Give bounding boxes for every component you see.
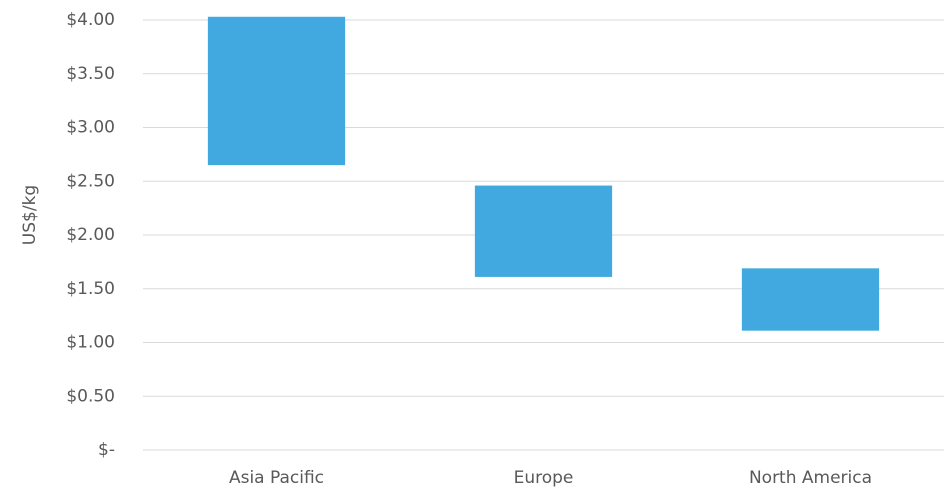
x-tick-label: North America	[749, 468, 872, 488]
bar	[207, 16, 346, 166]
y-tick-label: $2.00	[66, 225, 115, 245]
x-tick-label: Europe	[514, 468, 574, 488]
y-tick-label: $0.50	[66, 386, 115, 406]
bar	[474, 185, 613, 277]
y-tick-label: $3.50	[66, 64, 115, 84]
bar	[741, 268, 880, 331]
y-tick-label: $1.00	[66, 333, 115, 353]
y-tick-label: $1.50	[66, 279, 115, 299]
y-tick-label: $2.50	[66, 171, 115, 191]
y-axis-label: US$/kg	[20, 185, 40, 245]
y-tick-label: $4.00	[66, 10, 115, 30]
y-tick-label: $3.00	[66, 118, 115, 138]
y-tick-label: $-	[98, 440, 115, 460]
x-tick-label: Asia Pacific	[229, 468, 324, 488]
